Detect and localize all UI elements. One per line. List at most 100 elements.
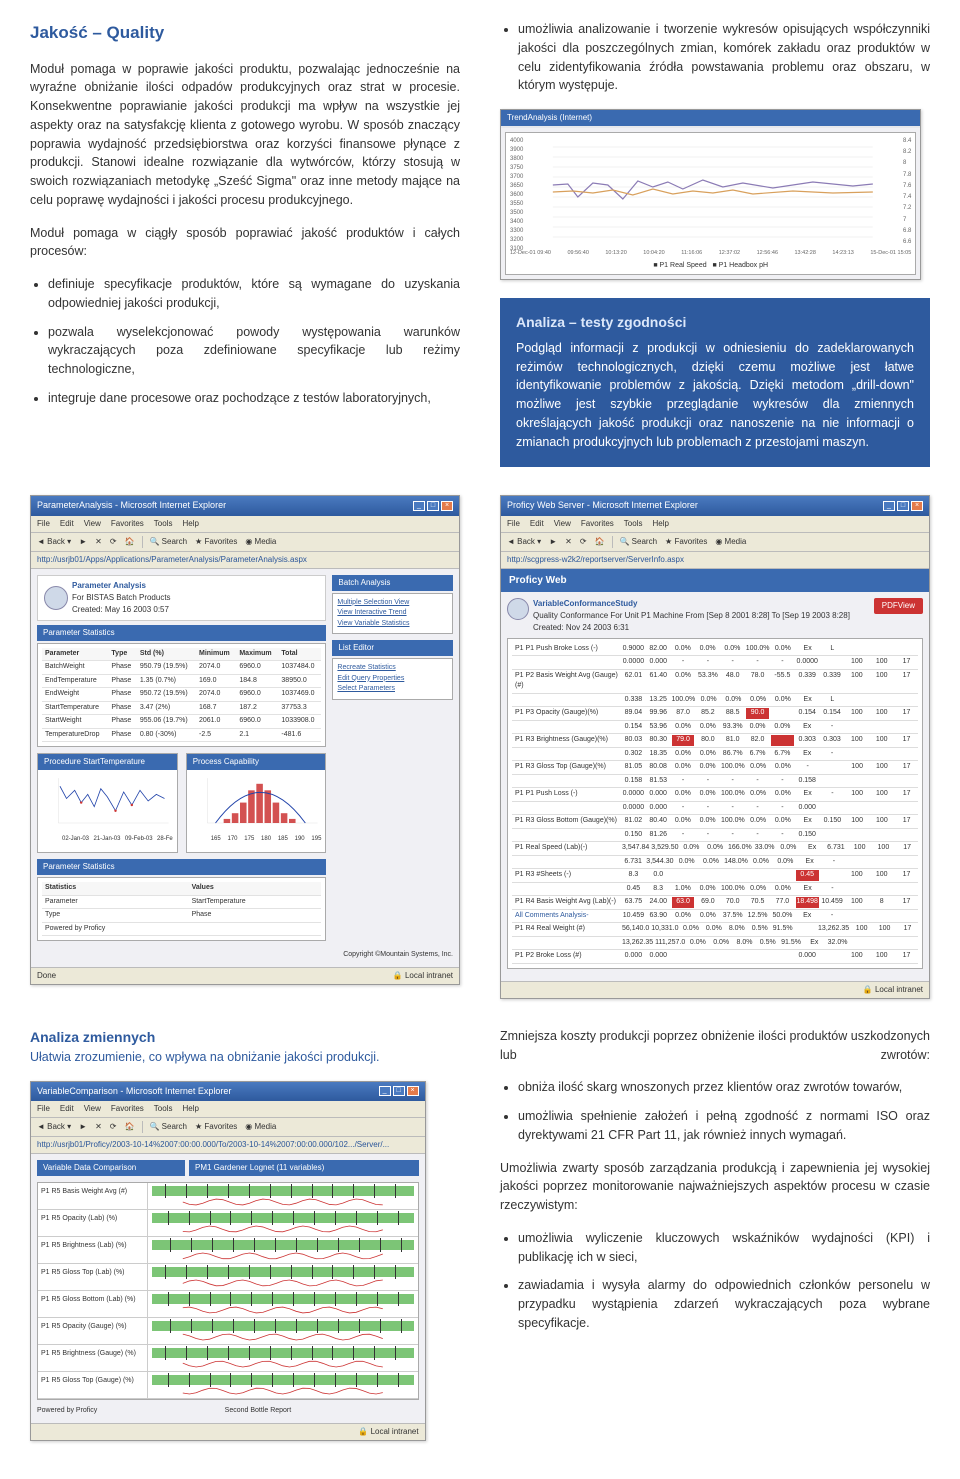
sc3-var-label: P1 R5 Brightness (Gauge) (%)	[38, 1345, 148, 1371]
var-label: P1 R3 Gloss Top (Gauge)(%)	[512, 762, 622, 773]
bullets-left: definiuje specyfikacje produktów, które …	[30, 275, 460, 408]
menu-item[interactable]: View	[84, 1103, 101, 1115]
var-label: P1 Real Speed (Lab)(-)	[512, 843, 622, 854]
bluebox-title: Analiza – testy zgodności	[516, 312, 914, 333]
sc3-var-label: P1 R5 Basis Weight Avg (#)	[38, 1183, 148, 1209]
max-btn-2[interactable]: □	[897, 501, 909, 511]
link-item[interactable]: Recreate Statistics	[337, 663, 448, 674]
sc3-var-label: P1 R5 Gloss Bottom (Lab) (%)	[38, 1291, 148, 1317]
screenshot-param-analysis: ParameterAnalysis - Microsoft Internet E…	[30, 495, 460, 985]
trend-legend-2: ■ P1 Headbox pH	[712, 262, 768, 269]
var-label	[512, 803, 622, 814]
bluebox-body: Podgląd informacji z produkcji w odniesi…	[516, 339, 914, 452]
sc3-title: VariableComparison - Microsoft Internet …	[37, 1085, 231, 1099]
menu-item[interactable]: Favorites	[581, 518, 614, 530]
link-item[interactable]: Edit Query Properties	[337, 674, 448, 685]
menu-item[interactable]: Help	[182, 518, 198, 530]
sc1-h1: Parameter Analysis	[72, 580, 171, 592]
var-label	[512, 830, 622, 841]
var-label: P1 P3 Opacity (Gauge)(%)	[512, 708, 622, 719]
trend-legend-1: ■ P1 Real Speed	[653, 262, 706, 269]
var-label	[512, 776, 622, 787]
analiza-zm-title: Analiza zmiennych	[30, 1027, 460, 1048]
bullet-item: umożliwia wyliczenie kluczowych wskaźnik…	[518, 1229, 930, 1267]
screenshot-variable-comparison: VariableComparison - Microsoft Internet …	[30, 1081, 426, 1441]
bullets-cost: obniża ilość skarg wnoszonych przez klie…	[500, 1078, 930, 1144]
var-label	[512, 722, 622, 733]
var-label: P1 P1 Push Loss (-)	[512, 789, 622, 800]
var-label: All Comments Analysis-	[512, 911, 622, 922]
var-label: P1 P1 Push Broke Loss (-)	[512, 644, 622, 655]
menu-item[interactable]: View	[84, 518, 101, 530]
sc1-h3: Created: May 16 2003 0:57	[72, 604, 171, 616]
var-label: P1 R3 Gloss Bottom (Gauge)(%)	[512, 816, 622, 827]
max-btn[interactable]: □	[427, 501, 439, 511]
analiza-zm-body: Ułatwia zrozumienie, co wpływa na obniża…	[30, 1048, 460, 1067]
var-label	[512, 857, 622, 868]
var-label	[512, 749, 622, 760]
var-label: P1 R3 Brightness (Gauge)(%)	[512, 735, 622, 746]
sc1-copyright: Copyright ©Mountain Systems, Inc.	[37, 950, 453, 961]
var-label: P1 R3 #Sheets (-)	[512, 870, 622, 881]
link-item[interactable]: View Interactive Trend	[337, 608, 448, 619]
menu-item[interactable]: Edit	[60, 1103, 74, 1115]
close-btn[interactable]: ×	[441, 501, 453, 511]
sc3-address: http://usrjb01/Proficy/2003-10-14%2007:0…	[37, 1140, 389, 1149]
pdf-view-btn[interactable]: PDFView	[874, 598, 923, 614]
menu-item[interactable]: File	[507, 518, 520, 530]
chart1-svg	[42, 774, 173, 831]
sc1-h2: For BISTAS Batch Products	[72, 592, 171, 604]
menu-item[interactable]: Tools	[154, 1103, 173, 1115]
trend-svg	[526, 137, 900, 247]
min-btn-2[interactable]: _	[883, 501, 895, 511]
page-heading: Jakość – Quality	[30, 20, 460, 46]
min-btn-3[interactable]: _	[379, 1086, 391, 1096]
var-label	[512, 657, 622, 668]
sc1-address: http://usrjb01/Apps/Applications/Paramet…	[37, 555, 307, 564]
sc2-brand: Proficy Web	[501, 569, 929, 592]
close-btn-2[interactable]: ×	[911, 501, 923, 511]
sc3-var-label: P1 R5 Gloss Top (Lab) (%)	[38, 1264, 148, 1290]
screenshot-trend: TrendAnalysis (Internet) 400039003800375…	[500, 109, 921, 280]
menu-item[interactable]: Tools	[624, 518, 643, 530]
menu-item[interactable]: File	[37, 1103, 50, 1115]
intro-para-1: Moduł pomaga w poprawie jakości produktu…	[30, 60, 460, 210]
var-label: P1 P2 Broke Loss (#)	[512, 951, 622, 962]
para-compact: Umożliwia zwarty sposób zarządzania prod…	[500, 1159, 930, 1215]
chart2-svg	[191, 774, 322, 831]
bluebox-analiza: Analiza – testy zgodności Podgląd inform…	[500, 298, 930, 468]
var-label: P1 R4 Basis Weight Avg (Lab)(-)	[512, 897, 622, 908]
screenshot-proficy-web: Proficy Web Server - Microsoft Internet …	[500, 495, 930, 999]
menu-item[interactable]: Help	[652, 518, 668, 530]
menu-item[interactable]: Favorites	[111, 518, 144, 530]
intro-para-2: Moduł pomaga w ciągły sposób poprawiać j…	[30, 224, 460, 262]
link-item[interactable]: Multiple Selection View	[337, 598, 448, 609]
menu-item[interactable]: View	[554, 518, 571, 530]
sc2-title: Proficy Web Server - Microsoft Internet …	[507, 499, 698, 513]
menu-item[interactable]: Help	[182, 1103, 198, 1115]
var-label	[512, 884, 622, 895]
menu-item[interactable]: Edit	[60, 518, 74, 530]
var-label	[512, 695, 622, 706]
min-btn[interactable]: _	[413, 501, 425, 511]
sc3-var-label: P1 R5 Opacity (Lab) (%)	[38, 1210, 148, 1236]
sc2-address: http://scgpress-w2k2/reportserver/Server…	[507, 555, 684, 564]
max-btn-3[interactable]: □	[393, 1086, 405, 1096]
bullet-item: obniża ilość skarg wnoszonych przez klie…	[518, 1078, 930, 1097]
var-label: P1 P2 Basis Weight Avg (Gauge)(#)	[512, 671, 622, 692]
bullet-item: integruje dane procesowe oraz pochodzące…	[48, 389, 460, 408]
bullet-right-top: umożliwia analizowanie i tworzenie wykre…	[518, 20, 930, 95]
link-item[interactable]: View Variable Statistics	[337, 619, 448, 630]
sc3-var-label: P1 R5 Brightness (Lab) (%)	[38, 1237, 148, 1263]
menu-item[interactable]: Tools	[154, 518, 173, 530]
bullet-item: definiuje specyfikacje produktów, które …	[48, 275, 460, 313]
var-label: P1 R4 Real Weight (#)	[512, 924, 622, 935]
menu-item[interactable]: File	[37, 518, 50, 530]
link-item[interactable]: Select Parameters	[337, 684, 448, 695]
close-btn-3[interactable]: ×	[407, 1086, 419, 1096]
menu-item[interactable]: Edit	[530, 518, 544, 530]
sc3-var-label: P1 R5 Opacity (Gauge) (%)	[38, 1318, 148, 1344]
sc3-var-label: P1 R5 Gloss Top (Gauge) (%)	[38, 1372, 148, 1398]
var-label	[512, 938, 622, 949]
menu-item[interactable]: Favorites	[111, 1103, 144, 1115]
